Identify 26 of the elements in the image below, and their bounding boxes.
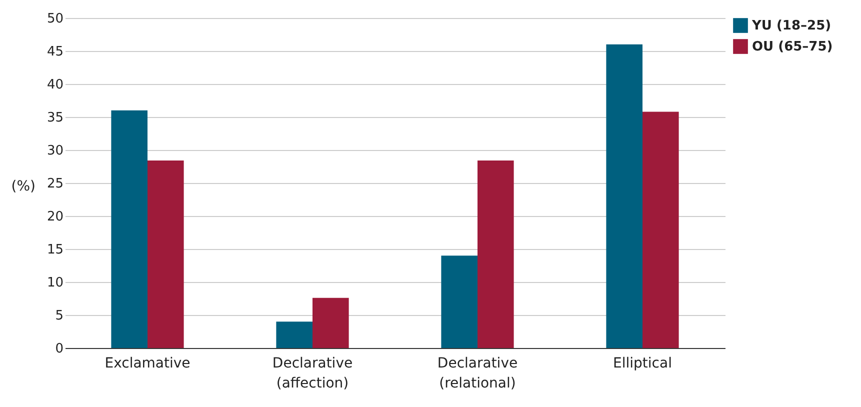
y-tick-label: 15	[46, 242, 64, 258]
legend-label: YU (18–25)	[751, 18, 832, 34]
y-tick-label: 25	[46, 176, 64, 192]
bar	[148, 160, 184, 348]
x-tick-label: Exclamative	[104, 356, 190, 372]
y-tick-label: 30	[46, 144, 64, 158]
bar	[312, 298, 349, 348]
bar	[111, 110, 148, 348]
y-tick-label: 35	[46, 110, 64, 126]
y-tick-label: 50	[46, 12, 64, 26]
legend-label: OU (65–75)	[752, 40, 833, 54]
bar	[441, 256, 478, 348]
y-tick-label: 10	[46, 276, 64, 290]
y-tick-label: 20	[46, 210, 64, 224]
x-tick-label: Declarative (affection)	[272, 356, 353, 392]
y-tick-label: 40	[46, 78, 64, 92]
bar	[642, 112, 679, 348]
y-tick-label: 45	[46, 44, 64, 60]
y-tick-label: 0	[55, 342, 64, 356]
bar	[276, 322, 312, 348]
x-tick-label: Elliptical	[613, 356, 672, 372]
bar	[606, 44, 642, 348]
x-tick-label: Declarative (relational)	[437, 356, 518, 392]
y-axis-title: (%)	[11, 178, 36, 194]
y-tick-label: 5	[55, 308, 64, 324]
bar	[478, 160, 514, 348]
